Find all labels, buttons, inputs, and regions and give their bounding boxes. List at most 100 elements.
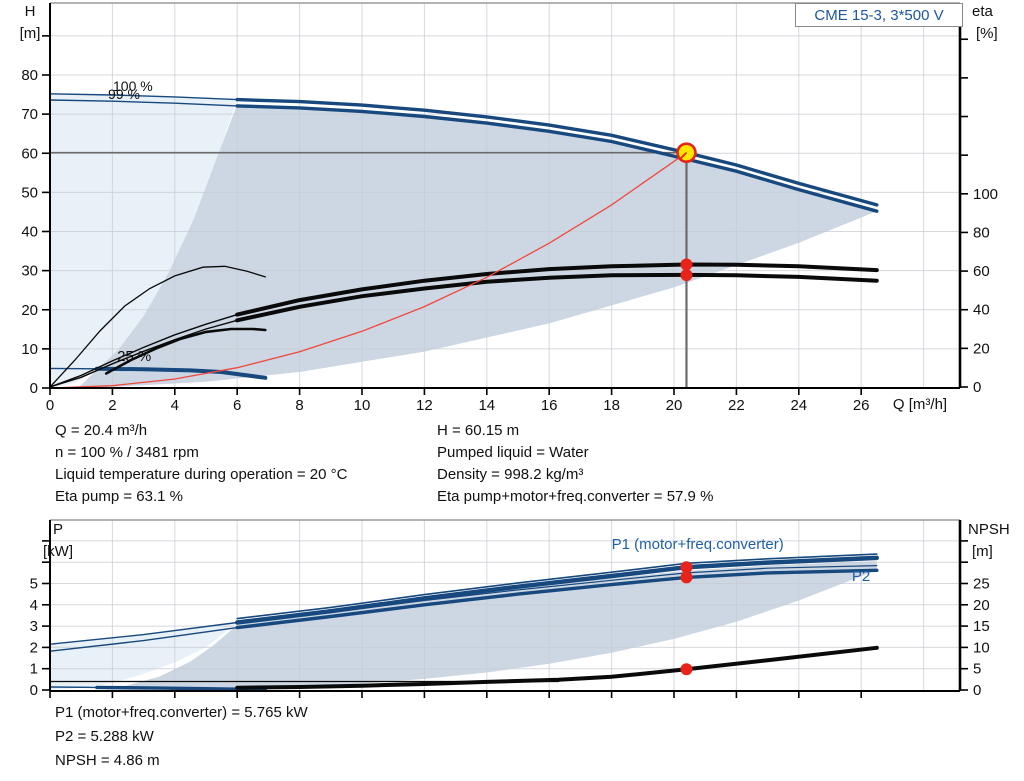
left-axis-tick-label: 5 xyxy=(30,576,38,593)
pump-curve-25pct xyxy=(94,366,268,380)
p1-point xyxy=(680,561,693,574)
curve-label: 99 % xyxy=(108,86,140,102)
curve-label: 100 % xyxy=(113,78,153,94)
x-axis-tick-label: 26 xyxy=(853,397,870,414)
curve-label: P1 (motor+freq.converter) xyxy=(612,536,784,553)
left-axis-tick-label: 0 xyxy=(30,380,38,397)
system-curve-tip xyxy=(678,152,688,161)
left-axis-tick-label: 20 xyxy=(21,302,38,319)
left-axis-tick-label: 60 xyxy=(21,145,38,162)
x-axis-tick-label: 4 xyxy=(171,397,179,414)
eta-pump-curve xyxy=(235,262,879,317)
pump-curve-100pct-upper xyxy=(49,93,238,101)
x-axis-tick-label: 18 xyxy=(603,397,620,414)
right-axis-tick-label: 20 xyxy=(973,340,990,357)
right-axis-tick-label: 10 xyxy=(973,639,990,656)
left-axis-tick-label: 0 xyxy=(30,682,38,699)
left-axis-tick-label: 30 xyxy=(21,263,38,280)
eta-reduced-speed-curve xyxy=(49,265,266,388)
duty-info-right-column: H = 60.15 m Pumped liquid = Water Densit… xyxy=(437,420,713,508)
p1-curve xyxy=(49,621,238,645)
x-axis-tick-label: 0 xyxy=(46,397,54,414)
info-line-eta-total: Eta pump+motor+freq.converter = 57.9 % xyxy=(437,488,714,505)
info-line-p1: P1 (motor+freq.converter) = 5.765 kW xyxy=(55,704,308,721)
x-axis-tick-label: 8 xyxy=(295,397,303,414)
info-line-npsh: NPSH = 4.86 m xyxy=(55,752,160,769)
right-axis-title-unit: [m] xyxy=(972,543,993,560)
right-axis-tick-label: 40 xyxy=(973,302,990,319)
x-axis-tick-label: 10 xyxy=(354,397,371,414)
speed-range-light xyxy=(50,93,238,389)
npsh-curve xyxy=(235,645,879,690)
x-axis-tick-label: 24 xyxy=(790,397,807,414)
x-axis-tick-label: 2 xyxy=(108,397,116,414)
left-axis-title: P xyxy=(53,521,63,538)
right-axis-tick-label: 25 xyxy=(973,576,990,593)
left-axis-title: H xyxy=(25,3,36,20)
x-axis-tick-label: 20 xyxy=(666,397,683,414)
x-axis-tick-label: 14 xyxy=(478,397,495,414)
x-axis-tick-label: 16 xyxy=(541,397,558,414)
p2-point xyxy=(680,571,693,584)
right-axis-tick-label: 100 xyxy=(973,186,998,203)
pump-model-label: CME 15-3, 3*500 V xyxy=(814,6,944,24)
curve-label: 25 % xyxy=(117,348,151,365)
left-axis-tick-label: 10 xyxy=(21,341,38,358)
info-line-eta-pump: Eta pump = 63.1 % xyxy=(55,488,183,505)
x-axis-title: Q [m³/h] xyxy=(893,396,947,413)
eta-low-speed-curve xyxy=(104,327,267,375)
right-axis-title: eta xyxy=(972,3,994,20)
right-axis-tick-label: 80 xyxy=(973,224,990,241)
right-axis-tick-label: 0 xyxy=(973,379,981,396)
system-curve xyxy=(49,152,688,389)
info-line-h: H = 60.15 m xyxy=(437,422,520,439)
operating-envelope-dark xyxy=(78,104,877,388)
left-axis-tick-label: 2 xyxy=(30,639,38,656)
info-line-temp: Liquid temperature during operation = 20… xyxy=(55,466,348,483)
right-axis-tick-label: 5 xyxy=(973,661,981,678)
duty-info-left-column: Q = 20.4 m³/h n = 100 % / 3481 rpm Liqui… xyxy=(55,420,347,508)
speed-range-light xyxy=(50,622,238,690)
p2-curve xyxy=(49,626,238,652)
left-axis-tick-label: 40 xyxy=(21,224,38,241)
eta-total-curve xyxy=(49,319,238,388)
info-line-liquid: Pumped liquid = Water xyxy=(437,444,589,461)
operating-envelope-dark xyxy=(106,561,877,690)
p1-curve xyxy=(236,553,878,620)
info-line-p2: P2 = 5.288 kW xyxy=(55,728,154,745)
pump-curve-99pct-lower xyxy=(49,99,238,107)
p1-curve xyxy=(234,555,880,625)
right-axis-tick-label: 20 xyxy=(973,597,990,614)
right-axis-tick-label: 60 xyxy=(973,263,990,280)
left-axis-tick-label: 50 xyxy=(21,184,38,201)
left-axis-title-unit: [kW] xyxy=(43,543,73,560)
eta-total-point xyxy=(680,269,693,282)
right-axis-title-unit: [%] xyxy=(976,25,998,42)
info-line-q: Q = 20.4 m³/h xyxy=(55,422,148,439)
p-curve-25pct xyxy=(95,685,267,692)
pump-model-badge: CME 15-3, 3*500 V xyxy=(795,3,963,27)
left-axis-tick-label: 70 xyxy=(21,106,38,123)
info-line-density: Density = 998.2 kg/m³ xyxy=(437,466,584,483)
left-axis-tick-label: 80 xyxy=(21,67,38,84)
power-npsh-chart-svg: 0 1 2 3 4 5 0 5 10 15 20 25 P [kW] NPSH [m] P1 (motor+fr… xyxy=(30,519,1010,699)
x-axis-tick-label: 12 xyxy=(416,397,433,414)
npsh-point xyxy=(680,663,693,676)
left-axis-tick-label: 1 xyxy=(30,661,38,678)
pump-curve-100pct-upper xyxy=(235,97,879,207)
left-axis-tick-label: 4 xyxy=(30,597,38,614)
left-axis-tick-label: 3 xyxy=(30,618,38,635)
right-axis-tick-label: 15 xyxy=(973,618,990,635)
p2-curve xyxy=(236,565,878,624)
p2-curve xyxy=(235,568,879,630)
curve-label: P2 xyxy=(852,568,870,585)
power-info-column: P1 (motor+freq.converter) = 5.765 kW P2 … xyxy=(55,701,308,773)
info-line-n: n = 100 % / 3481 rpm xyxy=(55,444,199,461)
right-axis-title: NPSH xyxy=(968,521,1010,538)
eta-pump-curve xyxy=(49,313,238,388)
x-axis-tick-label: 22 xyxy=(728,397,745,414)
eta-total-curve xyxy=(235,272,879,323)
right-axis-tick-label: 0 xyxy=(973,682,981,699)
